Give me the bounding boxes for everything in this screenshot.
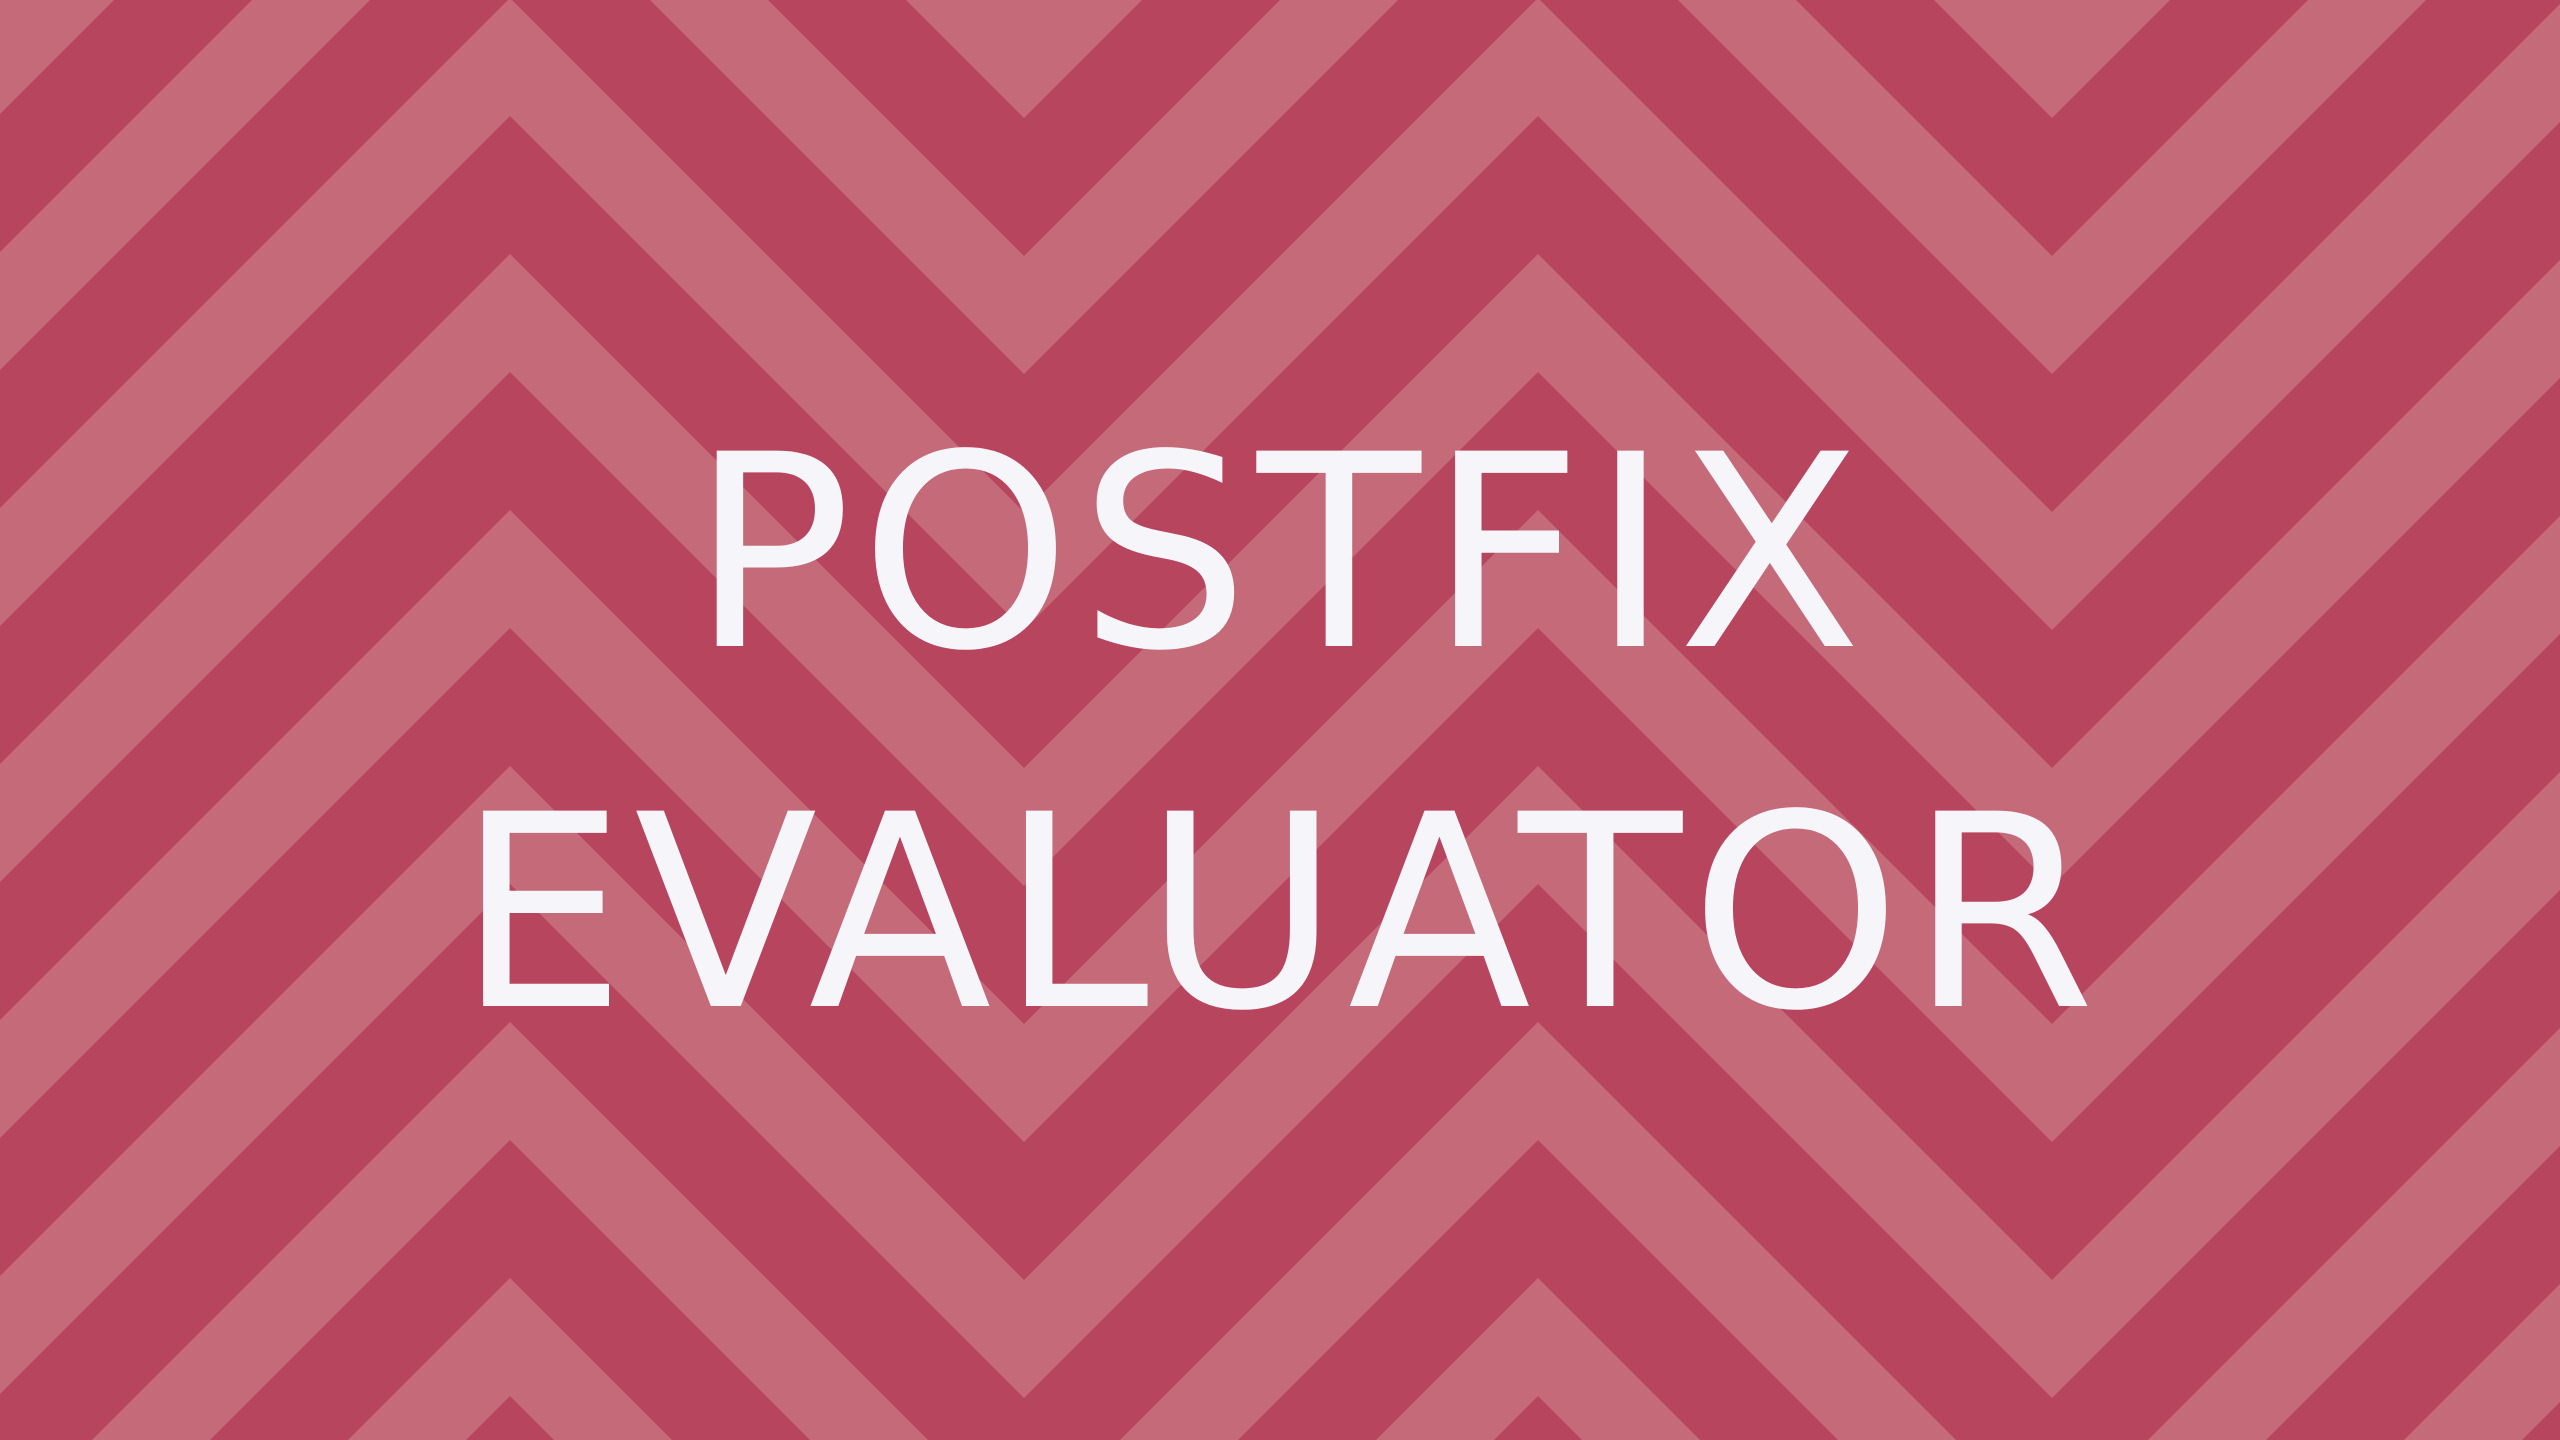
chevron-stripe xyxy=(348,1278,2560,1440)
title-line-2: EVALUATOR xyxy=(456,758,2104,1070)
chevron-stripe xyxy=(0,254,2560,886)
chevron-stripe xyxy=(0,0,2426,374)
chevron-stripe xyxy=(0,510,2560,1142)
chevron-stripe xyxy=(92,1022,2560,1440)
title-line-1: POSTFIX xyxy=(690,398,1870,710)
chevron-stripe xyxy=(0,0,2170,118)
chevron-stripe xyxy=(0,0,2560,630)
chevron-stripe xyxy=(0,766,2560,1398)
